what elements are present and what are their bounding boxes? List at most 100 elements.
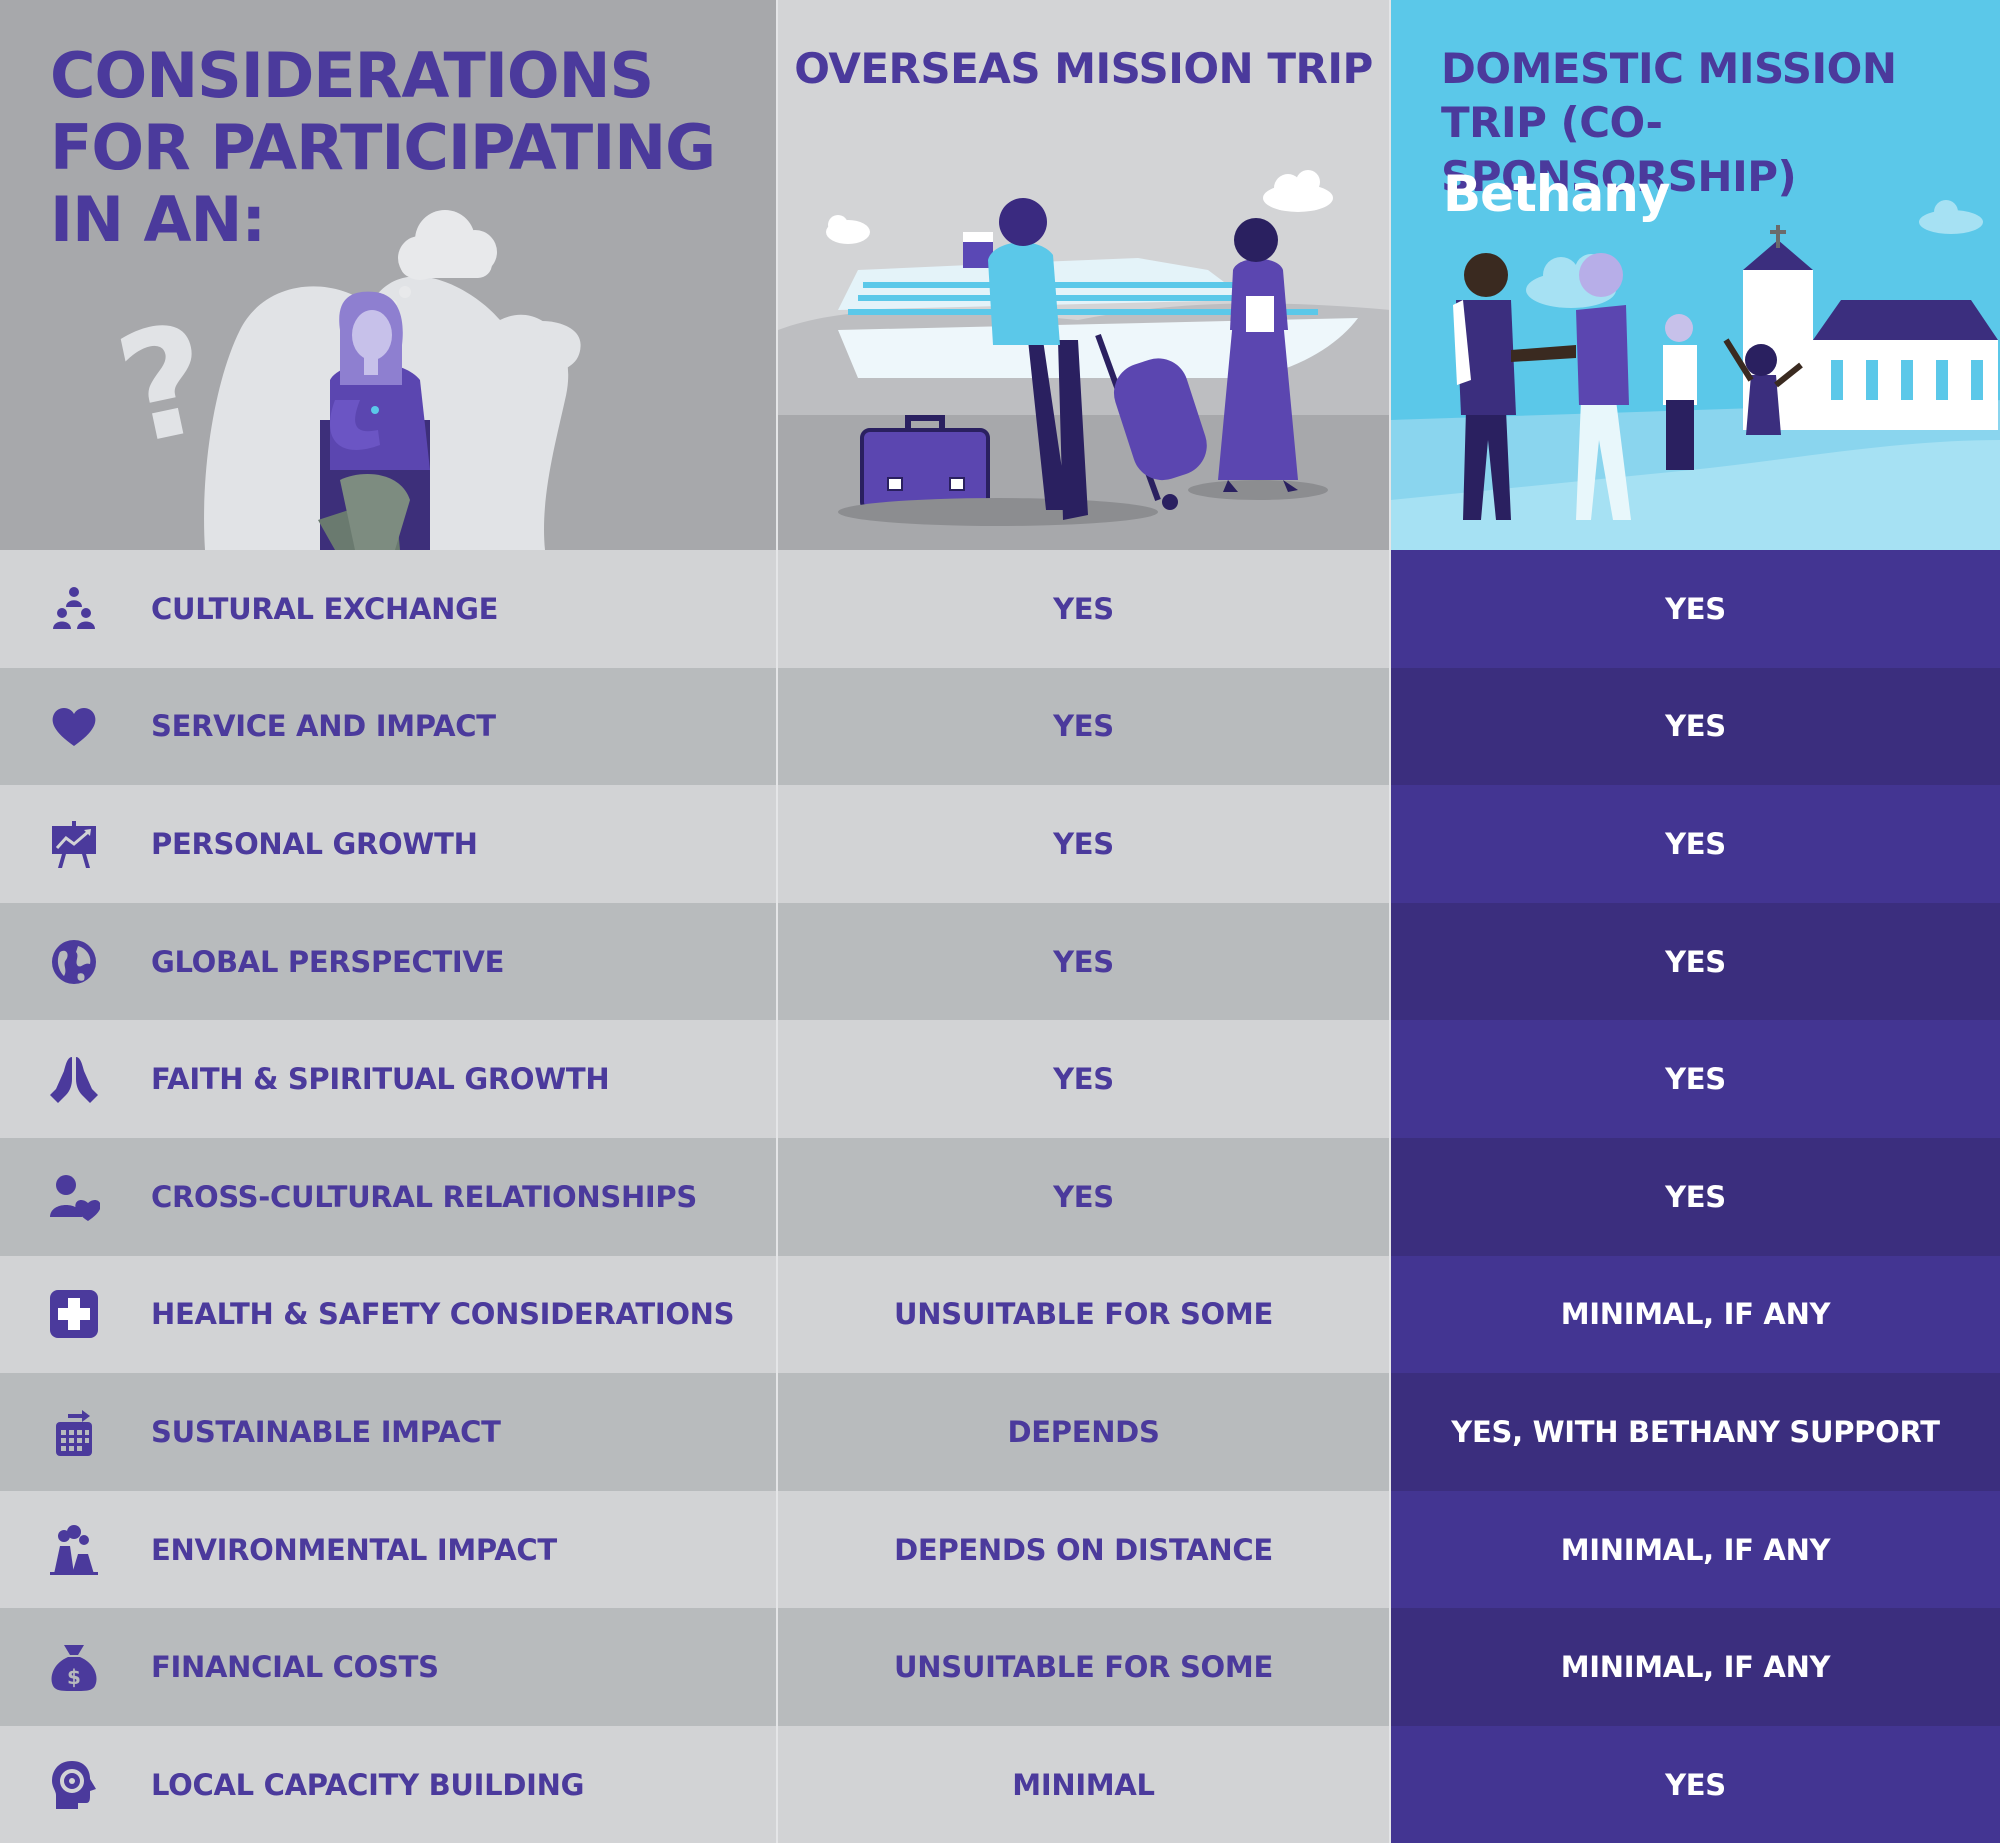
growth-chart-icon [52, 820, 96, 868]
table-row: PERSONAL GROWTH YES YES [0, 785, 2000, 903]
row-label: SUSTAINABLE IMPACT [151, 1414, 501, 1449]
label-cell: SERVICE AND IMPACT [0, 667, 776, 786]
domestic-cell: YES [1389, 902, 2000, 1021]
label-cell: PERSONAL GROWTH [0, 785, 776, 903]
calendar-icon [56, 1409, 92, 1456]
domestic-value: YES, WITH BETHANY SUPPORT [1451, 1414, 1940, 1449]
domestic-cell: YES [1389, 785, 2000, 903]
heart-icon [52, 708, 96, 747]
domestic-cell: YES [1389, 550, 2000, 668]
row-label: FINANCIAL COSTS [151, 1650, 439, 1685]
domestic-cell: YES [1389, 667, 2000, 786]
table-row: SERVICE AND IMPACT YES YES [0, 667, 2000, 786]
domestic-value: YES [1665, 1767, 1726, 1802]
bethany-logo: Bethany [1443, 165, 1670, 223]
domestic-cell: YES [1389, 1725, 2000, 1843]
domestic-cell: MINIMAL, IF ANY [1389, 1255, 2000, 1374]
domestic-value: YES [1665, 944, 1726, 979]
domestic-value: MINIMAL, IF ANY [1560, 1297, 1831, 1332]
overseas-cell: YES [776, 785, 1389, 903]
domestic-value: YES [1665, 1179, 1726, 1214]
row-label: PERSONAL GROWTH [151, 826, 478, 861]
table-row: LOCAL CAPACITY BUILDING MINIMAL YES [0, 1725, 2000, 1843]
row-label: FAITH & SPIRITUAL GROWTH [151, 1062, 610, 1097]
table-row: SUSTAINABLE IMPACT DEPENDS YES, WITH BET… [0, 1373, 2000, 1491]
globe-icon [52, 939, 96, 984]
table-row: FAITH & SPIRITUAL GROWTH YES YES [0, 1020, 2000, 1138]
label-cell: $ FINANCIAL COSTS [0, 1608, 776, 1726]
row-label: CROSS-CULTURAL RELATIONSHIPS [151, 1179, 697, 1214]
overseas-value: YES [1053, 591, 1114, 626]
domestic-value: YES [1665, 1062, 1726, 1097]
label-cell: CROSS-CULTURAL RELATIONSHIPS [0, 1137, 776, 1256]
overseas-cell: MINIMAL [776, 1725, 1389, 1843]
overseas-cell: DEPENDS [776, 1373, 1389, 1491]
label-cell: FAITH & SPIRITUAL GROWTH [0, 1020, 776, 1138]
header: CONSIDERATIONS FOR PARTICIPATING IN AN: … [0, 0, 2000, 550]
svg-text:$: $ [67, 1665, 81, 1689]
overseas-value: YES [1053, 1179, 1114, 1214]
table-row: ENVIRONMENTAL IMPACT DEPENDS ON DISTANCE… [0, 1490, 2000, 1609]
overseas-value: DEPENDS ON DISTANCE [894, 1532, 1273, 1567]
person-heart-icon [50, 1174, 100, 1221]
domestic-value: YES [1665, 591, 1726, 626]
label-cell: SUSTAINABLE IMPACT [0, 1373, 776, 1491]
head-gear-icon [52, 1760, 96, 1809]
domestic-value: YES [1665, 709, 1726, 744]
domestic-cell: MINIMAL, IF ANY [1389, 1490, 2000, 1609]
main-title: CONSIDERATIONS FOR PARTICIPATING IN AN: [50, 39, 716, 256]
domestic-cell: YES [1389, 1020, 2000, 1138]
overseas-header: OVERSEAS MISSION TRIP [776, 0, 1389, 550]
thinking-woman-illustration: ? ? [104, 210, 598, 550]
label-cell: ENVIRONMENTAL IMPACT [0, 1490, 776, 1609]
overseas-cell: YES [776, 1137, 1389, 1256]
row-label: LOCAL CAPACITY BUILDING [151, 1767, 585, 1802]
comparison-table: CULTURAL EXCHANGE YES YES SERVICE AND IM… [0, 550, 2000, 1843]
overseas-cell: UNSUITABLE FOR SOME [776, 1608, 1389, 1726]
overseas-value: UNSUITABLE FOR SOME [894, 1297, 1273, 1332]
table-row: GLOBAL PERSPECTIVE YES YES [0, 902, 2000, 1021]
cruise-travelers-illustration [778, 170, 1389, 550]
row-label: CULTURAL EXCHANGE [151, 591, 499, 626]
label-cell: CULTURAL EXCHANGE [0, 550, 776, 668]
overseas-cell: UNSUITABLE FOR SOME [776, 1255, 1389, 1374]
overseas-value: YES [1053, 1062, 1114, 1097]
domestic-header: DOMESTIC MISSION TRIP (CO-SPONSORSHIP) B… [1389, 0, 2000, 550]
overseas-cell: YES [776, 1020, 1389, 1138]
overseas-value: MINIMAL [1012, 1767, 1155, 1802]
label-cell: GLOBAL PERSPECTIVE [0, 902, 776, 1021]
row-label: HEALTH & SAFETY CONSIDERATIONS [151, 1297, 735, 1332]
row-label: SERVICE AND IMPACT [151, 709, 496, 744]
overseas-cell: YES [776, 550, 1389, 668]
domestic-cell: MINIMAL, IF ANY [1389, 1608, 2000, 1726]
domestic-value: YES [1665, 826, 1726, 861]
money-bag-icon: $ [51, 1645, 97, 1692]
overseas-cell: DEPENDS ON DISTANCE [776, 1490, 1389, 1609]
overseas-column-title: OVERSEAS MISSION TRIP [794, 44, 1373, 93]
row-label: GLOBAL PERSPECTIVE [151, 944, 505, 979]
table-row: $ FINANCIAL COSTS UNSUITABLE FOR SOME MI… [0, 1608, 2000, 1726]
considerations-header: CONSIDERATIONS FOR PARTICIPATING IN AN: … [0, 0, 776, 550]
overseas-cell: YES [776, 902, 1389, 1021]
row-label: ENVIRONMENTAL IMPACT [151, 1532, 557, 1567]
overseas-cell: YES [776, 667, 1389, 786]
label-cell: LOCAL CAPACITY BUILDING [0, 1725, 776, 1843]
table-row: HEALTH & SAFETY CONSIDERATIONS UNSUITABL… [0, 1255, 2000, 1374]
overseas-value: YES [1053, 709, 1114, 744]
overseas-value: YES [1053, 944, 1114, 979]
factory-icon [50, 1524, 98, 1575]
domestic-cell: YES, WITH BETHANY SUPPORT [1389, 1373, 2000, 1491]
medical-cross-icon [50, 1290, 98, 1339]
overseas-value: UNSUITABLE FOR SOME [894, 1650, 1273, 1685]
praying-hands-icon [50, 1057, 98, 1104]
overseas-value: YES [1053, 826, 1114, 861]
svg-text:?: ? [104, 291, 225, 479]
church-welcome-illustration [1391, 200, 2000, 550]
domestic-column-title: DOMESTIC MISSION TRIP (CO-SPONSORSHIP) [1441, 44, 1897, 201]
domestic-value: MINIMAL, IF ANY [1560, 1532, 1831, 1567]
overseas-value: DEPENDS [1007, 1414, 1160, 1449]
domestic-value: MINIMAL, IF ANY [1560, 1650, 1831, 1685]
label-cell: HEALTH & SAFETY CONSIDERATIONS [0, 1255, 776, 1374]
table-row: CROSS-CULTURAL RELATIONSHIPS YES YES [0, 1137, 2000, 1256]
